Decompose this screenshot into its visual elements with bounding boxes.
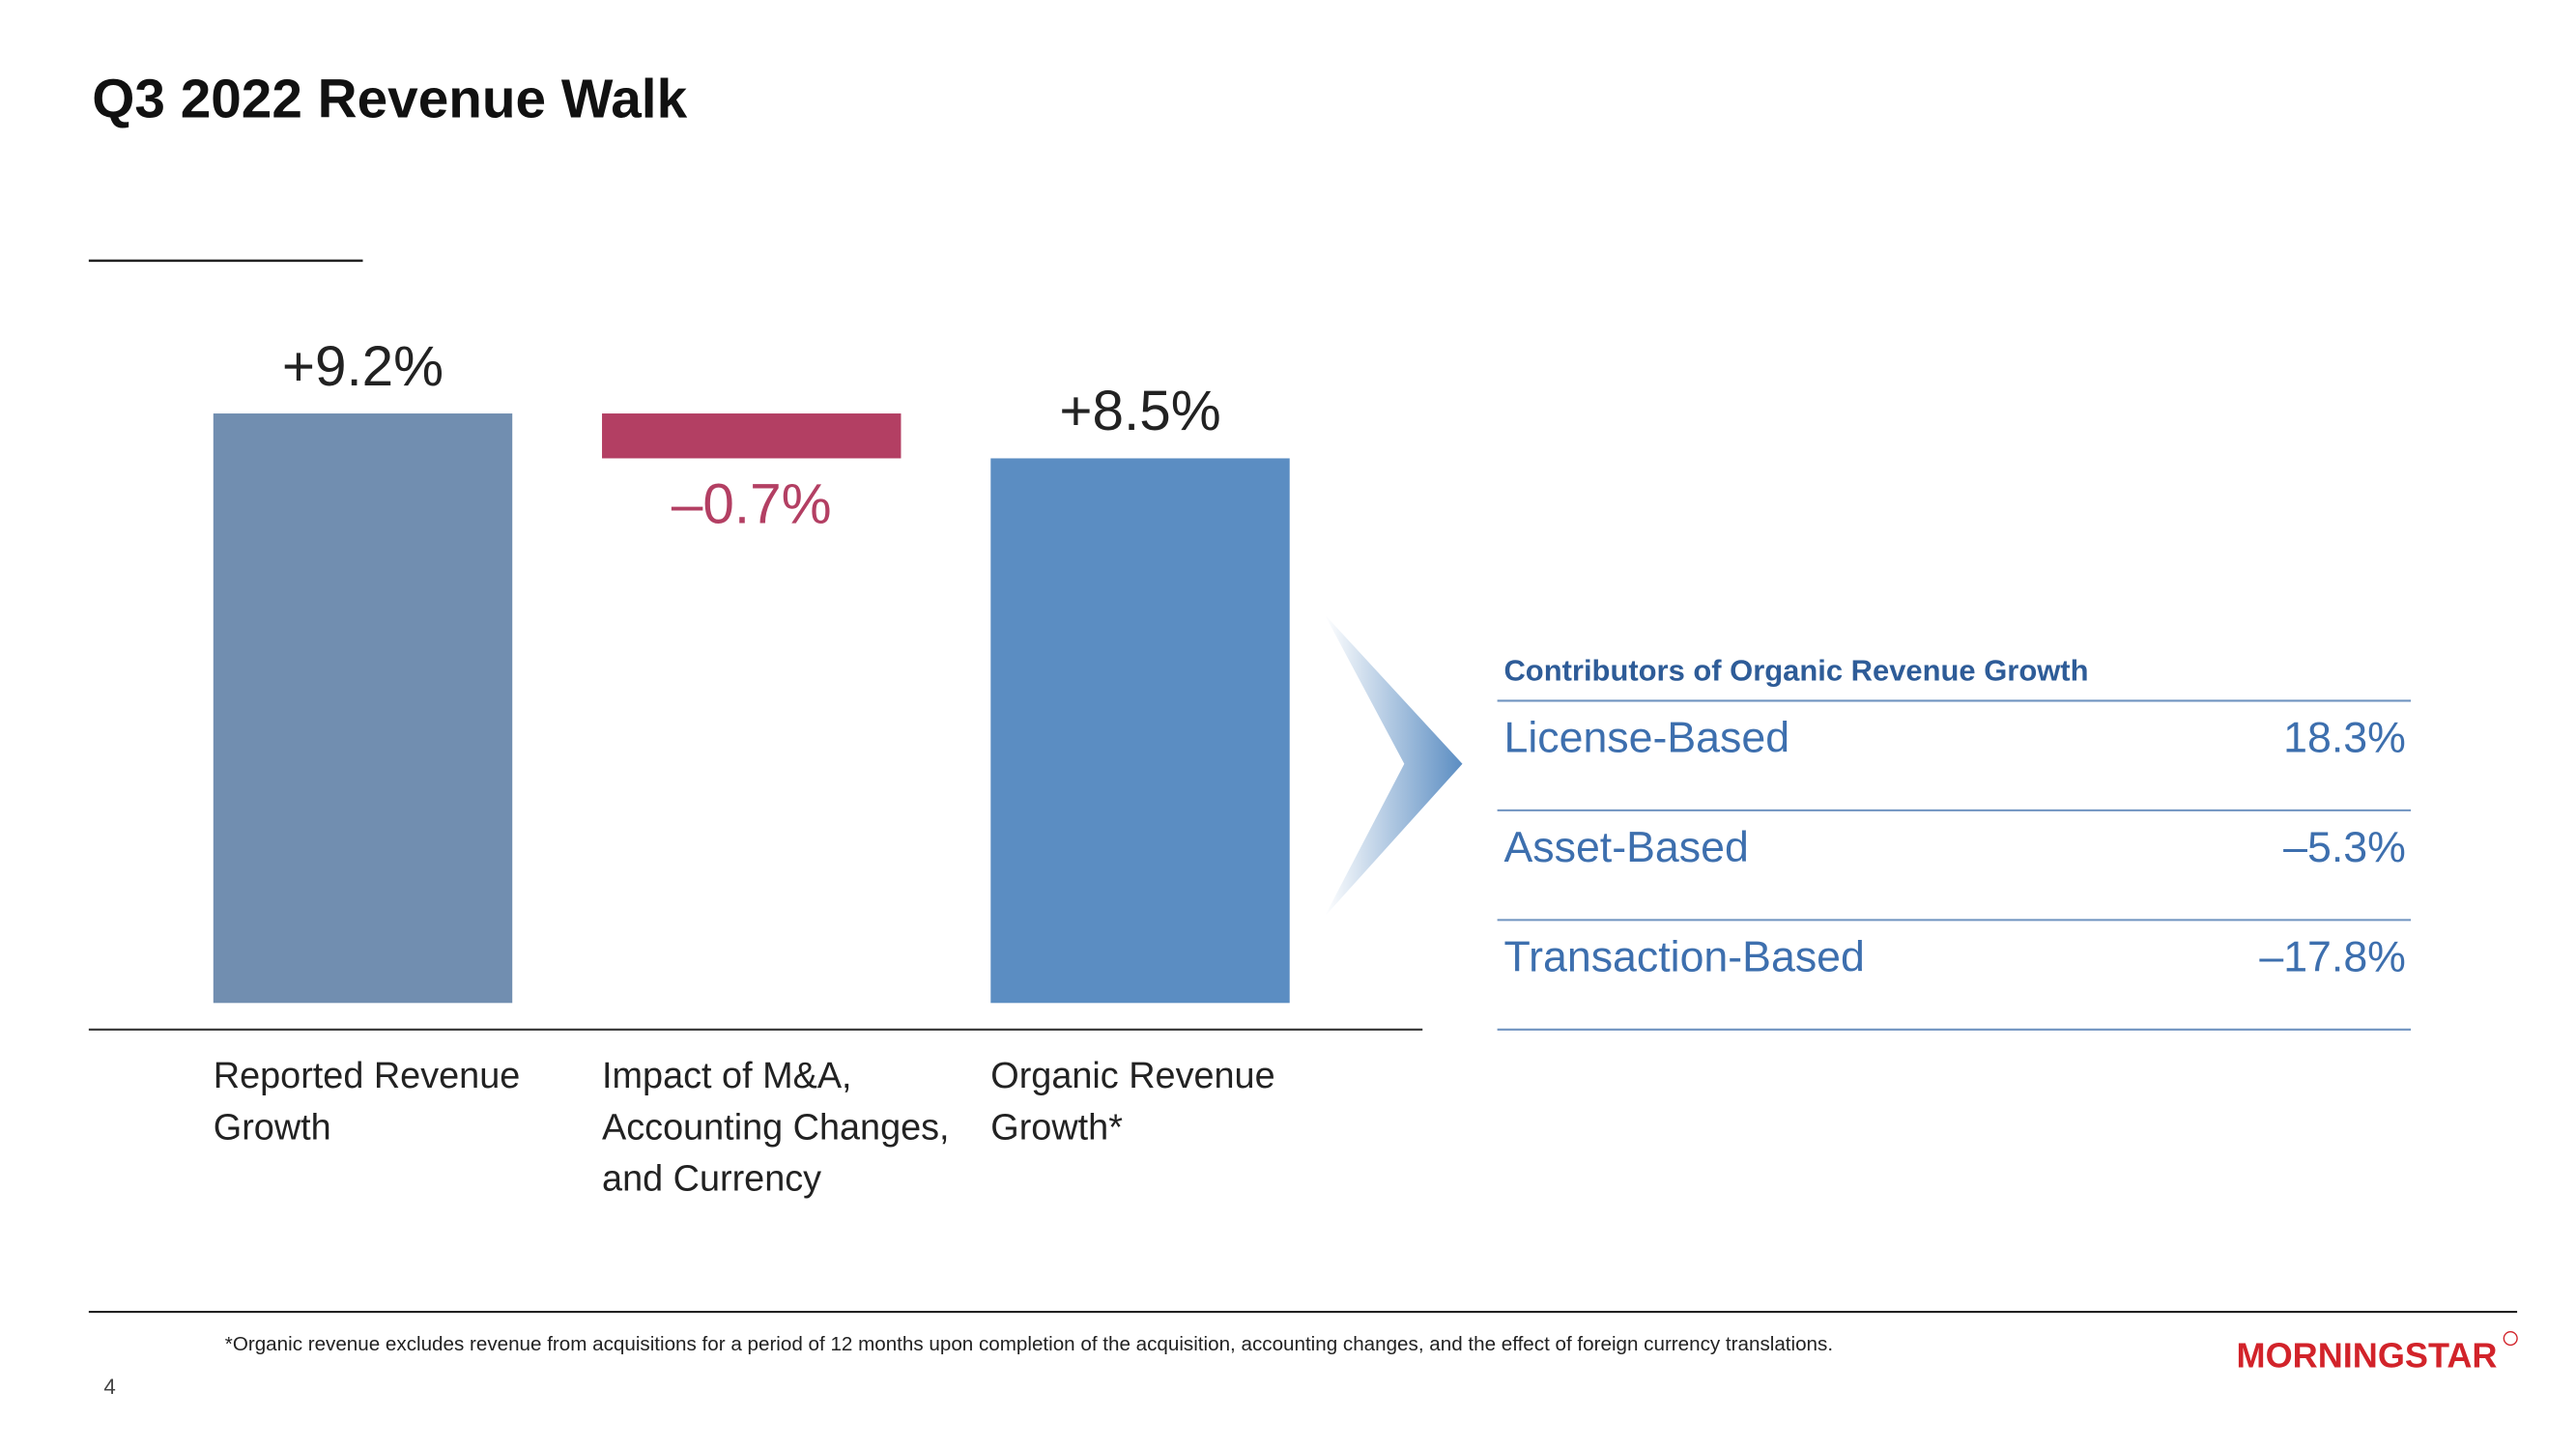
- bar: [213, 413, 513, 1004]
- table-title: Contributors of Organic Revenue Growth: [1503, 653, 2088, 687]
- row-value: –5.3%: [2283, 824, 2406, 871]
- page-number: 4: [103, 1375, 115, 1399]
- footnote: *Organic revenue excludes revenue from a…: [225, 1333, 1833, 1355]
- category-text: Organic Revenue Growth*: [990, 1054, 1275, 1148]
- row-label: Transaction-Based: [1503, 933, 1864, 980]
- bar: [990, 458, 1290, 1004]
- category-text: Impact of M&A, Accounting Changes, and C…: [602, 1054, 950, 1200]
- logo-registered: [2503, 1330, 2518, 1347]
- category-label: Impact of M&A, Accounting Changes, and C…: [602, 1054, 950, 1200]
- bar: [602, 413, 902, 459]
- row-label: License-Based: [1503, 715, 1789, 762]
- category-label: Organic Revenue Growth*: [990, 1054, 1275, 1148]
- logo: MORNINGSTAR: [2237, 1336, 2498, 1376]
- category-label: Reported Revenue Growth: [213, 1054, 521, 1148]
- row-label: Asset-Based: [1503, 824, 1748, 871]
- value-label: +9.2%: [282, 335, 444, 398]
- row-value: 18.3%: [2283, 715, 2406, 762]
- slide-title: Q3 2022 Revenue Walk: [92, 70, 687, 130]
- row-value: –17.8%: [2259, 933, 2406, 980]
- category-text: Reported Revenue Growth: [213, 1054, 521, 1148]
- chevron: [1324, 614, 1463, 917]
- value-label: –0.7%: [672, 472, 832, 535]
- value-label: +8.5%: [1059, 380, 1220, 442]
